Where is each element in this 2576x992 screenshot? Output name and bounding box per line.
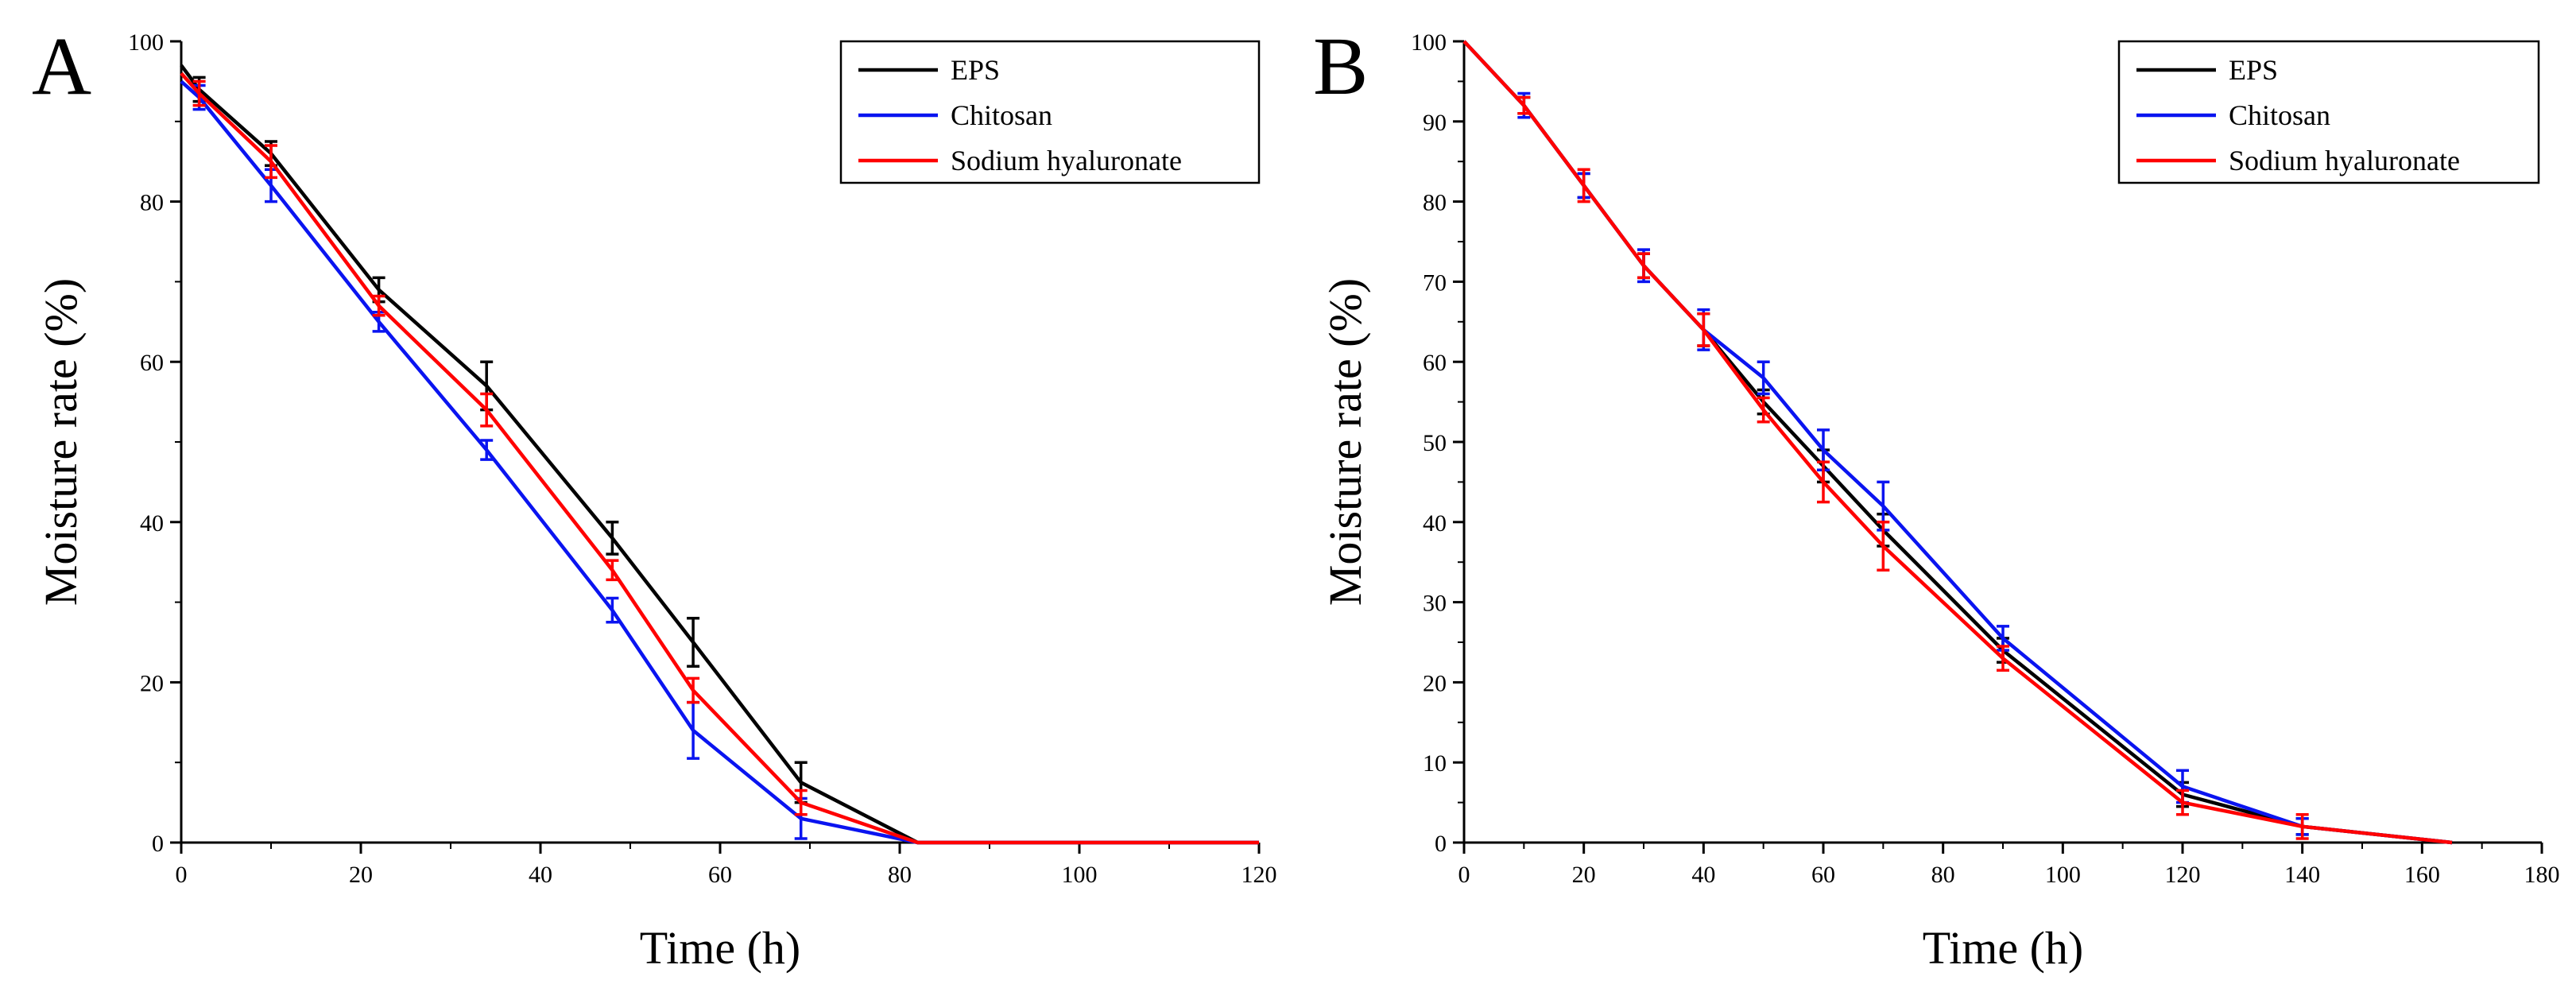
- series-line-eps: [180, 64, 1259, 845]
- legend: EPS Chitosan Sodium hyaluronate: [839, 40, 1261, 184]
- x-tick-label: 60: [708, 862, 732, 888]
- series-line-sodium-hyaluronate: [180, 72, 1259, 845]
- legend-label-sodium-hyaluronate: Sodium hyaluronate: [951, 145, 1182, 176]
- error-bar-eps: [606, 521, 619, 556]
- error-bar-chitosan: [480, 439, 494, 461]
- x-tick-label: 180: [2524, 862, 2560, 888]
- error-bar-sodium-hyaluronate: [265, 144, 277, 180]
- y-axis-title: Moisture rate (%): [1319, 278, 1371, 606]
- x-tick-label: 0: [176, 862, 188, 888]
- error-bar-sodium-hyaluronate: [1637, 252, 1650, 280]
- x-tick-label: 100: [1062, 862, 1098, 888]
- x-tick-label: 80: [1931, 862, 1955, 888]
- error-bar-sodium-hyaluronate: [2176, 789, 2189, 816]
- error-bar-sodium-hyaluronate: [1697, 312, 1710, 347]
- error-bar-sodium-hyaluronate: [1577, 168, 1590, 203]
- x-tick-label: 140: [2284, 862, 2320, 888]
- y-tick-label: 80: [140, 190, 164, 216]
- y-tick-label: 20: [1423, 670, 1447, 696]
- x-tick-label: 40: [1691, 862, 1715, 888]
- x-tick-label: 40: [529, 862, 552, 888]
- error-bar-sodium-hyaluronate: [687, 676, 700, 704]
- y-tick-label: 80: [1423, 190, 1447, 216]
- error-bar-chitosan: [1757, 360, 1770, 396]
- x-tick-label: 20: [1572, 862, 1596, 888]
- y-tick-label: 40: [140, 510, 164, 537]
- y-tick-label: 20: [140, 670, 164, 696]
- panel-letter: A: [32, 21, 91, 112]
- x-tick-label: 60: [1811, 862, 1835, 888]
- series-line-chitosan: [180, 79, 1259, 845]
- panel-letter: B: [1313, 21, 1368, 112]
- x-tick-label: 80: [888, 862, 912, 888]
- legend-label-eps: EPS: [2229, 54, 2278, 86]
- x-tick-label: 0: [1458, 862, 1470, 888]
- series-line-sodium-hyaluronate: [1462, 40, 2453, 845]
- y-tick-label: 90: [1423, 110, 1447, 136]
- legend-label-chitosan: Chitosan: [2229, 99, 2330, 131]
- x-axis-title: Time (h): [1923, 922, 2084, 974]
- x-tick-label: 160: [2404, 862, 2440, 888]
- x-axis-title: Time (h): [640, 922, 801, 974]
- legend-label-chitosan: Chitosan: [951, 99, 1052, 131]
- y-tick-label: 60: [1423, 350, 1447, 376]
- error-bar-sodium-hyaluronate: [192, 79, 206, 107]
- y-tick-label: 30: [1423, 591, 1447, 617]
- y-tick-label: 10: [1423, 750, 1447, 777]
- y-tick-label: 0: [152, 831, 164, 857]
- error-bar-sodium-hyaluronate: [794, 789, 808, 816]
- error-bar-sodium-hyaluronate: [1817, 460, 1830, 504]
- y-tick-label: 0: [1435, 831, 1447, 857]
- y-axis-title: Moisture rate (%): [35, 278, 87, 606]
- panel-b: 0 20 40 60 80 100 120 140 160 180 0 10 20 30 40 50 60 70 8…: [1313, 21, 2560, 974]
- y-tick-label: 50: [1423, 430, 1447, 456]
- x-tick-label: 120: [1242, 862, 1277, 888]
- legend-label-sodium-hyaluronate: Sodium hyaluronate: [2229, 145, 2460, 176]
- y-tick-label: 100: [1411, 29, 1447, 56]
- y-tick-label: 70: [1423, 269, 1447, 296]
- x-tick-label: 100: [2045, 862, 2081, 888]
- legend: EPS Chitosan Sodium hyaluronate: [2117, 40, 2540, 184]
- panel-a: 0 20 40 60 80 100 120 0 20 40 60 80 100 Time (h) Moist…: [32, 21, 1277, 974]
- error-bar-chitosan: [687, 700, 700, 760]
- legend-label-eps: EPS: [951, 54, 1000, 86]
- error-bar-sodium-hyaluronate: [480, 392, 494, 428]
- error-bar-sodium-hyaluronate: [1757, 396, 1770, 424]
- error-bar-sodium-hyaluronate: [1517, 95, 1531, 115]
- error-bar-sodium-hyaluronate: [606, 559, 619, 582]
- y-tick-label: 40: [1423, 510, 1447, 537]
- x-tick-label: 20: [349, 862, 373, 888]
- error-bar-sodium-hyaluronate: [1877, 521, 1890, 572]
- error-bar-chitosan: [606, 596, 619, 624]
- error-bar-sodium-hyaluronate: [1997, 645, 2009, 672]
- error-bar-eps: [687, 617, 700, 668]
- y-tick-label: 60: [140, 350, 164, 376]
- x-tick-label: 120: [2165, 862, 2201, 888]
- error-bar-sodium-hyaluronate: [2295, 812, 2309, 840]
- y-tick-label: 100: [128, 29, 164, 56]
- error-bar-sodium-hyaluronate: [372, 294, 385, 317]
